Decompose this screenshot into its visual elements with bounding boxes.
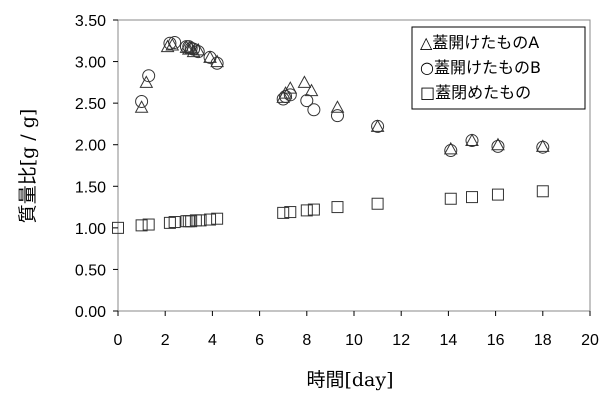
y-tick-label: 0.00	[75, 304, 106, 321]
x-tick-label: 18	[534, 332, 552, 349]
x-axis-label: 時間[day]	[306, 369, 393, 391]
x-tick-label: 20	[581, 332, 599, 349]
data-point-square	[211, 212, 224, 225]
x-tick-label: 16	[487, 332, 505, 349]
y-tick-label: 3.00	[75, 55, 106, 72]
x-tick-label: 0	[114, 332, 123, 349]
data-point-triangle	[210, 54, 224, 68]
legend-box	[411, 26, 586, 110]
x-tick-label: 6	[255, 332, 264, 349]
x-tick-label: 10	[345, 332, 363, 349]
data-point-square	[185, 215, 198, 228]
data-point-circle	[491, 139, 505, 153]
x-tick-label: 4	[208, 332, 217, 349]
data-point-square	[142, 218, 155, 231]
data-point-circle	[465, 134, 479, 148]
legend-entry-a: △蓋開けたものA	[420, 33, 539, 52]
data-point-circle	[135, 94, 149, 108]
data-point-square	[277, 206, 290, 219]
data-point-circle	[191, 45, 205, 59]
x-tick-label: 14	[440, 332, 458, 349]
y-tick-label: 1.50	[75, 179, 106, 196]
data-point-triangle	[330, 100, 345, 113]
y-tick-label: 2.00	[75, 138, 106, 155]
data-point-triangle	[443, 141, 458, 155]
data-point-circle	[330, 109, 344, 123]
data-point-square	[536, 185, 549, 198]
data-point-triangle	[297, 75, 312, 88]
y-tick-label: 0.50	[75, 262, 106, 279]
data-point-square	[331, 201, 344, 214]
y-tick-label: 2.50	[75, 96, 106, 113]
data-point-square	[444, 192, 457, 205]
data-point-circle	[371, 119, 385, 133]
x-tick-label: 8	[302, 332, 311, 349]
data-point-square	[284, 206, 297, 219]
data-point-triangle	[370, 119, 385, 132]
data-point-triangle	[491, 137, 505, 151]
x-tick-label: 2	[161, 332, 170, 349]
data-point-square	[466, 191, 478, 204]
data-point-triangle	[191, 42, 206, 56]
data-point-square	[163, 216, 176, 229]
legend: △蓋開けたものA ○蓋開けたものB □蓋閉めたもの	[411, 26, 586, 110]
y-axis-label: 質量比[g / g]	[17, 109, 39, 224]
data-point-square	[307, 203, 320, 216]
data-point-circle	[283, 88, 297, 102]
legend-entry-b: ○蓋開けたものB	[420, 58, 541, 77]
data-point-circle	[168, 35, 182, 49]
data-points	[112, 35, 550, 234]
data-point-square	[135, 219, 148, 232]
data-point-circle	[163, 36, 177, 50]
data-point-circle	[142, 69, 156, 83]
data-point-circle	[307, 103, 321, 117]
x-tick-label: 12	[392, 332, 410, 349]
data-point-square	[204, 213, 217, 226]
y-tick-label: 3.50	[75, 13, 106, 30]
data-point-square	[300, 204, 313, 217]
data-point-square	[371, 197, 384, 210]
data-point-square	[194, 214, 207, 227]
data-point-square	[112, 221, 124, 234]
data-point-square	[168, 216, 181, 229]
y-axis: 0.00 0.50 1.00 1.50 2.00 2.50 3.00 3.50	[75, 13, 118, 321]
data-point-circle	[444, 144, 458, 158]
data-point-circle	[210, 56, 224, 70]
data-point-triangle	[465, 133, 479, 147]
data-point-circle	[300, 94, 314, 108]
data-point-triangle	[535, 139, 550, 152]
data-point-square	[491, 188, 504, 201]
data-point-triangle	[203, 50, 217, 63]
y-tick-label: 1.00	[75, 221, 106, 238]
x-axis: 0 2 4 6 8 10 12 14 16 18 20	[114, 311, 599, 349]
legend-entry-closed: □蓋閉めたもの	[420, 83, 531, 102]
data-point-circle	[536, 140, 550, 154]
data-point-circle	[276, 92, 290, 106]
data-point-triangle	[304, 83, 319, 97]
